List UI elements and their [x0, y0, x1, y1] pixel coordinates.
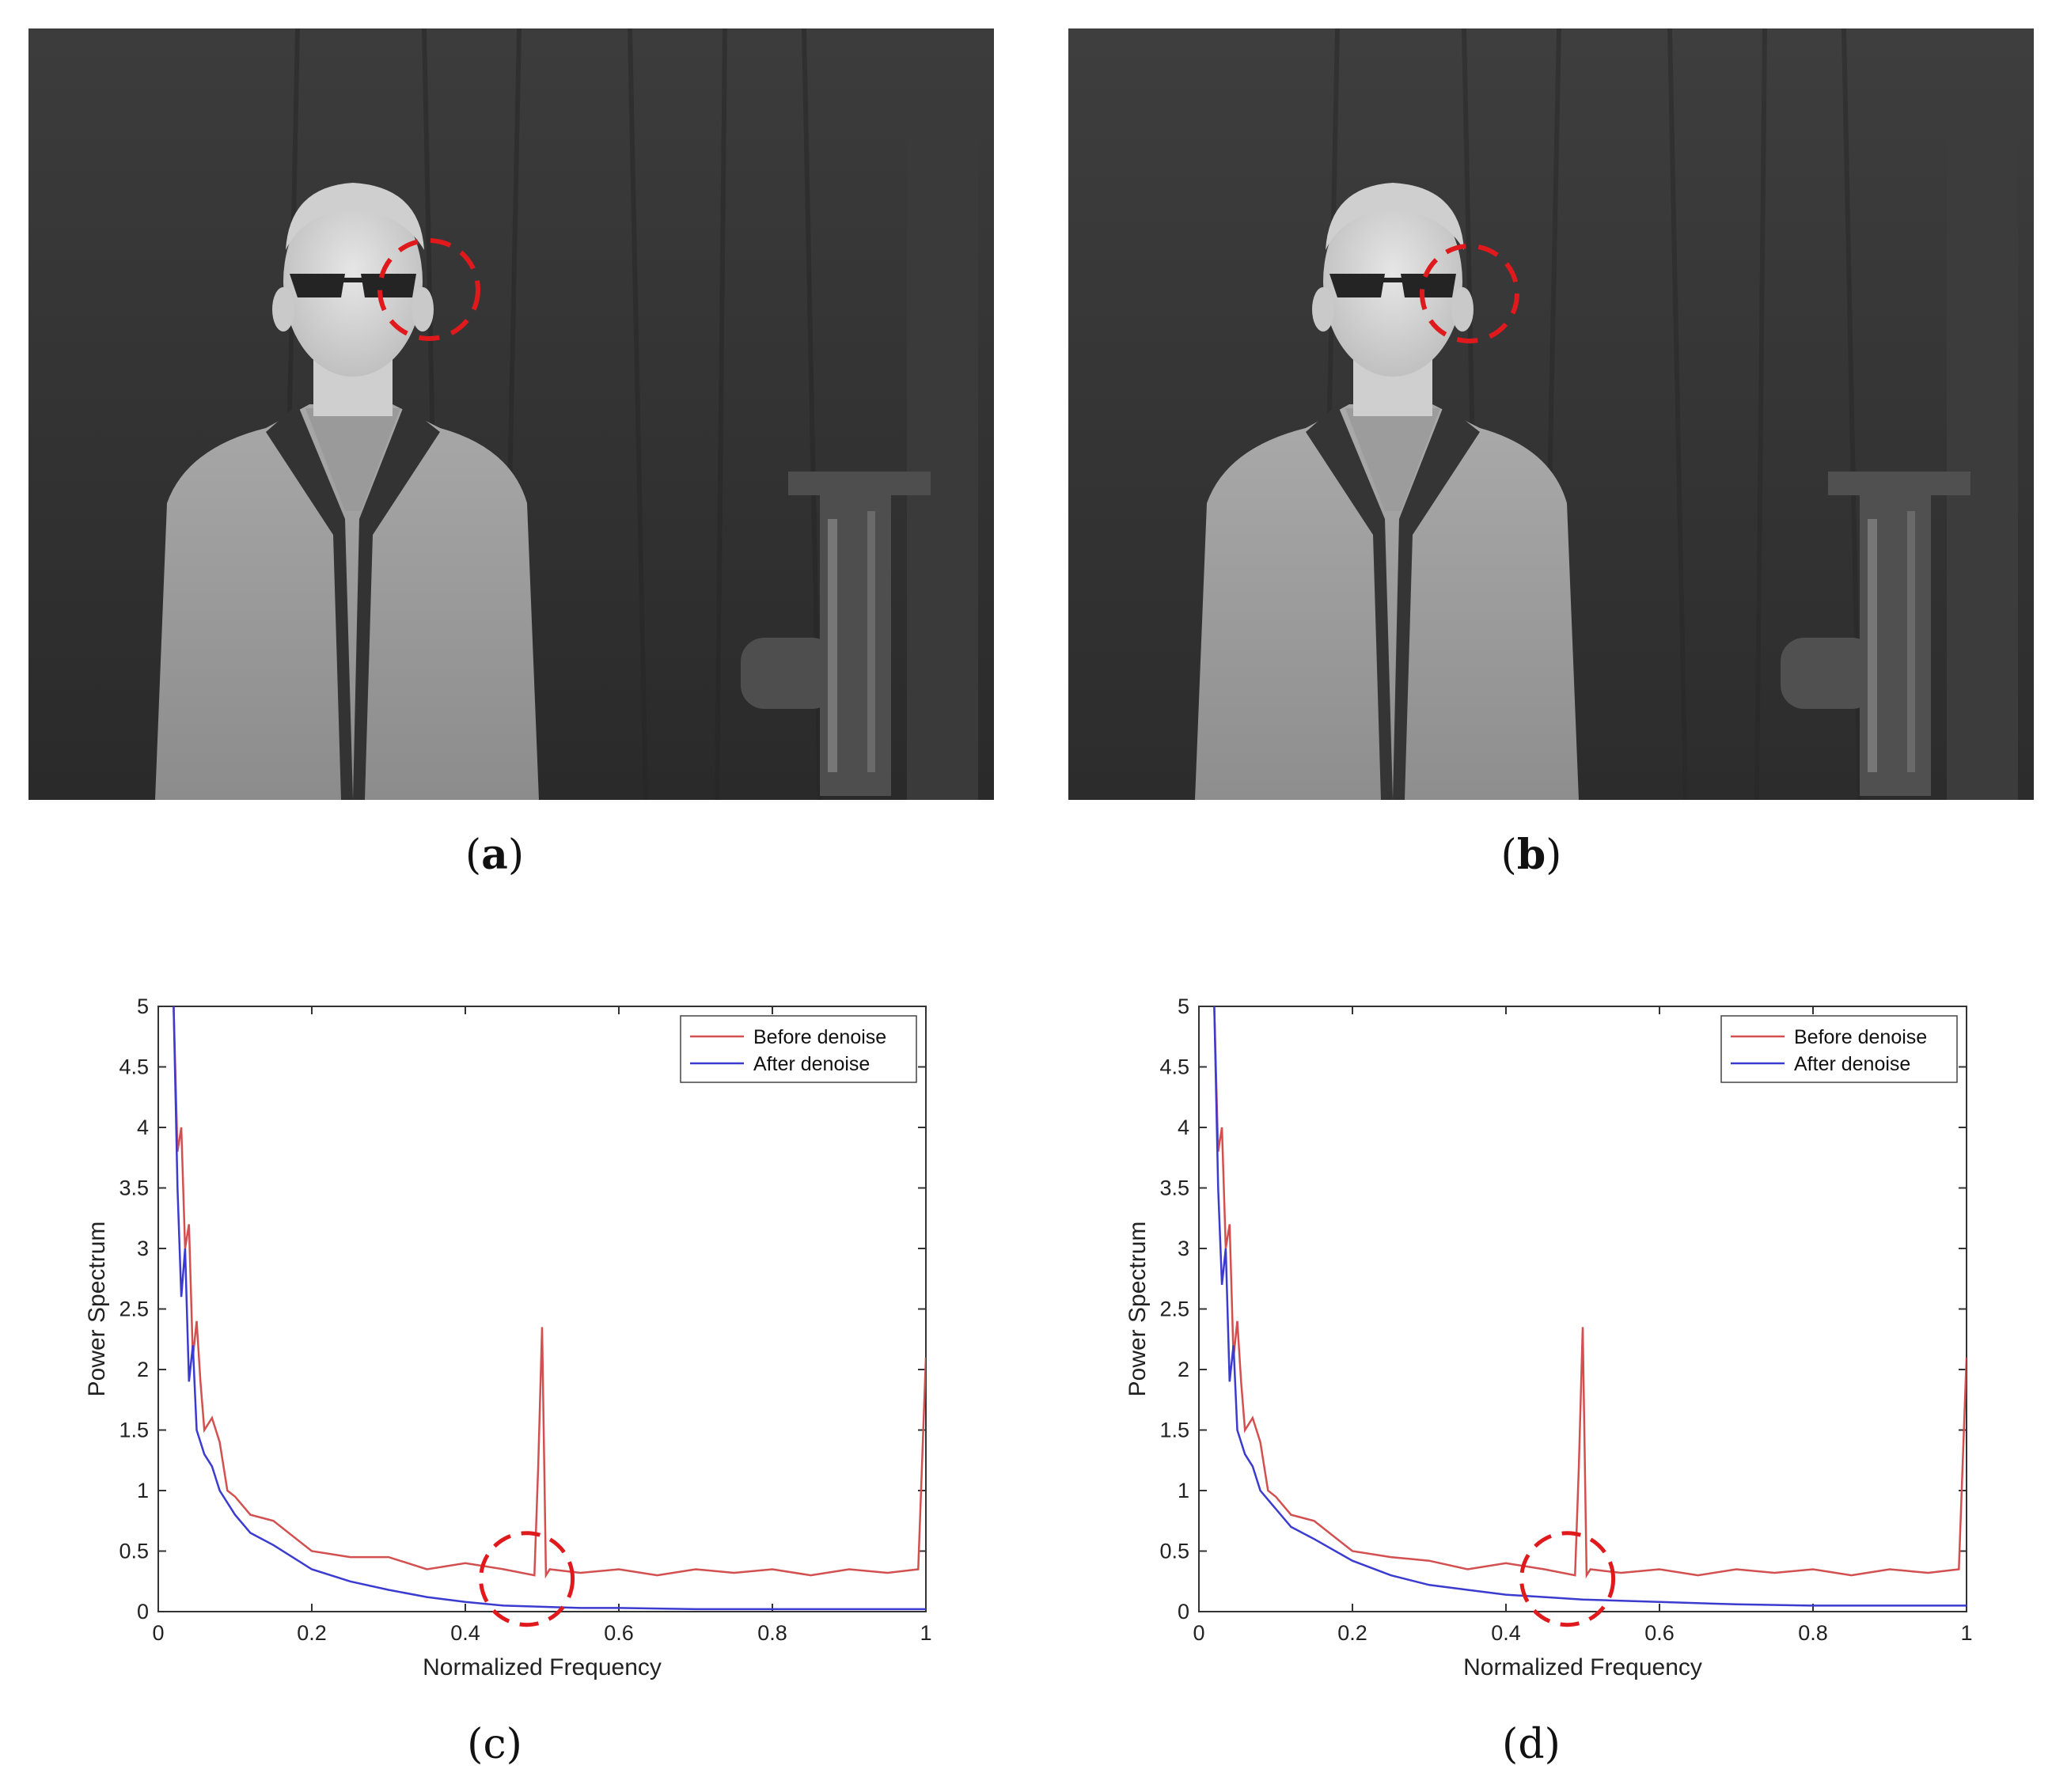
x-tick-label: 1	[1960, 1621, 1972, 1645]
thermal-scene-b	[1068, 28, 2034, 800]
y-tick-label: 0	[137, 1600, 149, 1623]
thermal-scene-a	[28, 28, 994, 800]
thermal-image-b	[1068, 28, 2034, 800]
y-tick-label: 3	[137, 1237, 149, 1260]
y-axis-label: Power Spectrum	[84, 1222, 110, 1397]
caption-d: (d)	[1502, 1721, 1561, 1768]
y-tick-label: 2.5	[1159, 1298, 1189, 1321]
series-line-before-denoise	[1213, 1006, 1967, 1579]
x-tick-label: 0.2	[297, 1621, 327, 1645]
y-tick-label: 0.5	[1159, 1540, 1189, 1563]
caption-a: (a)	[465, 831, 525, 879]
legend	[680, 1015, 917, 1083]
y-tick-label: 3	[1178, 1237, 1189, 1260]
y-tick-label: 2	[1178, 1358, 1189, 1381]
x-tick-label: 0	[152, 1621, 164, 1645]
y-tick-label: 1.5	[119, 1419, 149, 1442]
chart-c: 0 0.5 1 1.5 2 2.5 3 3.5 4 4.5 5 0 0.2 0.4 0.6 0.8 1 Norma…	[0, 981, 989, 1709]
plot-area	[157, 1006, 927, 1612]
x-tick-label: 0	[1193, 1621, 1204, 1645]
x-tick-label: 0.8	[757, 1621, 787, 1645]
highlight-circle	[479, 1531, 575, 1627]
y-tick-label: 1	[137, 1479, 149, 1502]
y-tick-label: 3.5	[1159, 1176, 1189, 1200]
x-tick-label: 0.6	[604, 1621, 634, 1645]
highlight-circle-a	[377, 238, 480, 341]
legend	[1720, 1015, 1958, 1083]
power-spectrum-chart-d: 0 0.5 1 1.5 2 2.5 3 3.5 4 4.5 5 0 0.2 0.4 0.6 0.8 1 Norma…	[1125, 995, 1973, 1680]
y-tick-label: 1.5	[1159, 1419, 1189, 1442]
highlight-circle	[1519, 1531, 1616, 1627]
y-tick-label: 2.5	[119, 1298, 149, 1321]
y-tick-label: 4.5	[119, 1055, 149, 1079]
x-axis-label: Normalized Frequency	[423, 1654, 662, 1680]
x-tick-label: 0.8	[1798, 1621, 1828, 1645]
series-line-after-denoise	[1213, 1006, 1967, 1607]
y-tick-label: 5	[137, 995, 149, 1018]
plot-area	[1198, 1006, 1967, 1612]
y-tick-label: 0	[1178, 1600, 1189, 1623]
chart-d: 0 0.5 1 1.5 2 2.5 3 3.5 4 4.5 5 0 0.2 0.4 0.6 0.8 1 Norma…	[1041, 981, 2030, 1709]
legend-entry: After denoise	[753, 1053, 870, 1075]
y-tick-label: 4.5	[1159, 1055, 1189, 1079]
legend-entry: After denoise	[1794, 1053, 1910, 1075]
y-tick-label: 5	[1178, 995, 1189, 1018]
legend-entry: Before denoise	[753, 1026, 886, 1048]
x-tick-label: 0.2	[1337, 1621, 1367, 1645]
caption-b: (b)	[1500, 831, 1562, 879]
y-tick-label: 3.5	[119, 1176, 149, 1200]
y-tick-label: 4	[1178, 1116, 1189, 1139]
x-tick-label: 0.6	[1644, 1621, 1675, 1645]
x-axis-label: Normalized Frequency	[1463, 1654, 1702, 1680]
y-tick-label: 2	[137, 1358, 149, 1381]
legend-entry: Before denoise	[1794, 1026, 1927, 1048]
y-tick-label: 4	[137, 1116, 149, 1139]
caption-c: (c)	[467, 1721, 522, 1768]
y-tick-label: 0.5	[119, 1540, 149, 1563]
series-line-before-denoise	[173, 1006, 926, 1579]
highlight-circle-b	[1420, 244, 1519, 343]
thermal-image-a	[28, 28, 994, 800]
power-spectrum-chart-c: 0 0.5 1 1.5 2 2.5 3 3.5 4 4.5 5 0 0.2 0.4 0.6 0.8 1 Norma…	[84, 995, 932, 1680]
y-axis-label: Power Spectrum	[1125, 1222, 1151, 1397]
x-tick-label: 0.4	[450, 1621, 480, 1645]
y-tick-label: 1	[1178, 1479, 1189, 1502]
series-line-after-denoise	[173, 1006, 926, 1611]
x-tick-label: 0.4	[1491, 1621, 1521, 1645]
x-tick-label: 1	[920, 1621, 931, 1645]
